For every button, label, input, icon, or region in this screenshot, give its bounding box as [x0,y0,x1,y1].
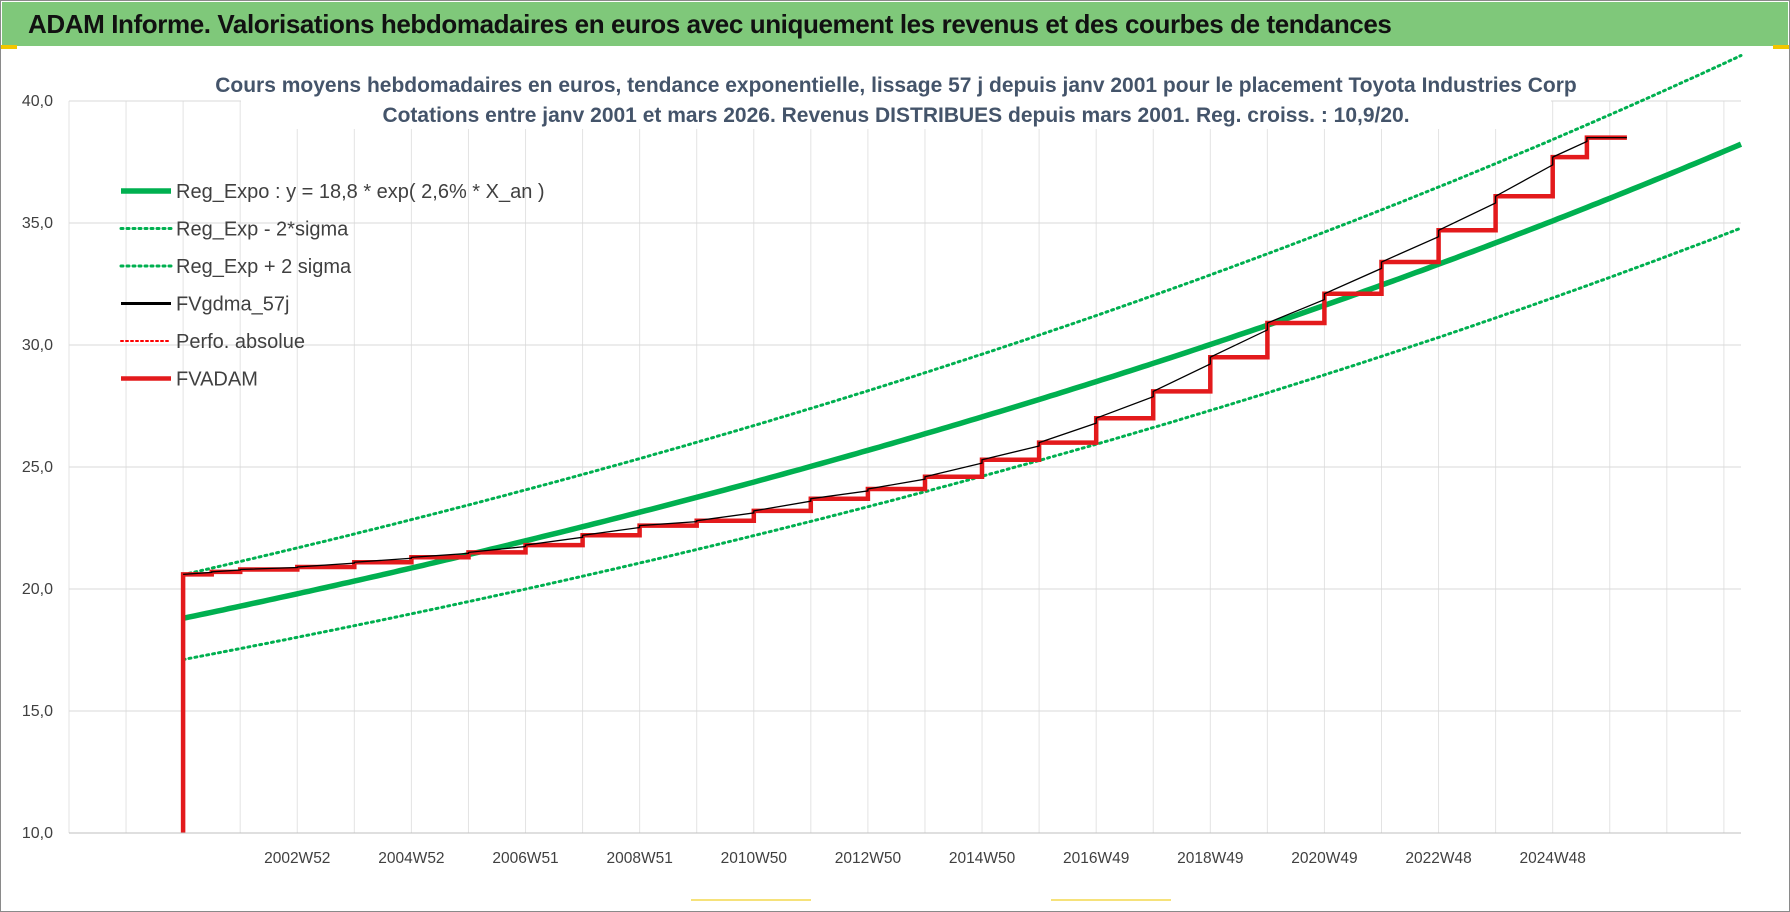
x-tick-label: 2010W50 [721,850,788,867]
series-fvgdma-57j [183,136,1627,576]
legend-label: Reg_Exp + 2 sigma [176,256,352,278]
x-tick-label: 2016W49 [1063,850,1129,867]
x-tick-label: 2006W51 [492,850,558,867]
axis-layer: 10,0 15,0 20,0 25,0 30,0 35,0 40,0 2002W52 2004W… [22,93,1741,867]
series-fvadam [180,135,1627,833]
x-tick-label: 2004W52 [378,850,444,867]
chart-title-line-1: Cours moyens hebdomadaires en euros, ten… [215,74,1577,97]
x-tick-label: 2020W49 [1291,850,1357,867]
bottom-decoration [1051,899,1171,901]
legend-label: Perfo. absolue [176,331,305,353]
y-tick-label: 40,0 [22,93,53,110]
x-tick-label: 2008W51 [606,850,672,867]
x-tick-label: 2022W48 [1405,850,1471,867]
series-reg-exp-plus-2-sigma [181,54,1743,577]
y-tick-label: 30,0 [22,337,53,354]
y-tick-label: 20,0 [22,581,53,598]
x-tick-label: 2014W50 [949,850,1016,867]
bottom-decoration [691,899,811,901]
chart-title: Cours moyens hebdomadaires en euros, ten… [215,65,1577,129]
y-tick-label: 35,0 [22,215,53,232]
x-tick-label: 2018W49 [1177,850,1243,867]
x-tick-label: 2024W48 [1520,850,1586,867]
x-tick-label: 2012W50 [835,850,902,867]
corner-marker-top-left [1,45,17,49]
y-tick-label: 10,0 [22,825,53,842]
report-title: ADAM Informe. Valorisations hebdomadaire… [28,9,1392,39]
legend-label: FVADAM [176,369,258,391]
series-reg-exp-minus-2-sigma [181,226,1743,662]
y-tick-label: 25,0 [22,459,53,476]
valuation-chart: 10,0 15,0 20,0 25,0 30,0 35,0 40,0 2002W52 2004W… [22,54,1743,867]
y-tick-label: 15,0 [22,703,53,720]
chart-legend: Reg_Expo : y = 18,8 * exp( 2,6% * X_an )… [119,181,545,391]
corner-marker-top-right [1773,45,1789,49]
x-tick-label: 2002W52 [264,850,330,867]
series-layer [180,54,1743,833]
report-banner: ADAM Informe. Valorisations hebdomadaire… [2,2,1788,46]
legend-label: Reg_Exp - 2*sigma [176,219,349,241]
title-backdrop [241,65,1551,129]
series-reg-expo [182,141,1743,621]
chart-title-line-2: Cotations entre janv 2001 et mars 2026. … [382,104,1409,127]
grid-layer [68,100,1741,834]
legend-label: Reg_Expo : y = 18,8 * exp( 2,6% * X_an ) [176,181,545,203]
legend-label: FVgdma_57j [176,294,289,316]
